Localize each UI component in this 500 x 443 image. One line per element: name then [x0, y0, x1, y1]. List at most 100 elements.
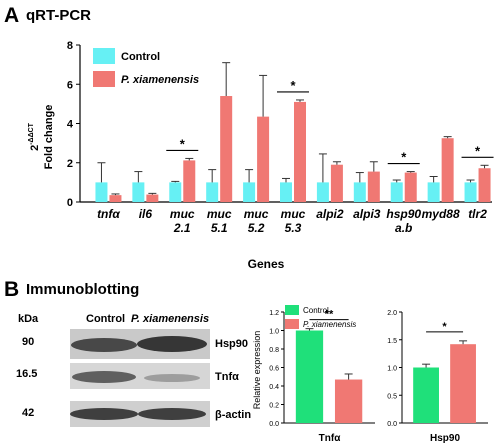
x-tick-label: muc	[281, 207, 306, 221]
y-tick-label: 0.6	[269, 366, 279, 373]
x-tick-label: a.b	[395, 221, 412, 235]
blot-band-treatment	[144, 374, 200, 382]
x-tick-label: 2.1	[173, 221, 191, 235]
legend-swatch	[93, 71, 115, 87]
x-tick-label: Hsp90	[430, 433, 460, 443]
y-tick-label: 1.2	[269, 310, 279, 317]
panel-a-title: qRT-PCR	[26, 7, 91, 24]
bar-control	[427, 182, 440, 202]
significance-label: *	[290, 78, 296, 93]
bar-control	[206, 182, 219, 202]
svg-text:Relative expression: Relative expression	[252, 331, 262, 410]
blot-treatment-header: P. xiamenensis	[131, 313, 209, 325]
significance-label: *	[442, 321, 447, 333]
legend-label: P. xiamenensis	[121, 74, 199, 86]
blot-band-control	[72, 371, 136, 383]
y-tick-label: 2.0	[387, 310, 397, 317]
svg-text:2-ΔΔCT: 2-ΔΔCT	[28, 122, 41, 151]
y-tick-label: 6	[67, 79, 73, 91]
bar-treatment	[404, 172, 417, 202]
blot-band-treatment	[138, 408, 206, 420]
y-tick-label: 1.0	[269, 329, 279, 336]
bar-control	[295, 330, 324, 423]
x-tick-label: 5.2	[248, 221, 265, 235]
panel-a-letter: A	[4, 4, 19, 27]
blot-band-control	[70, 408, 138, 420]
panel-b-letter: B	[4, 278, 19, 301]
x-tick-label: 5.3	[285, 221, 302, 235]
bar-treatment	[183, 160, 196, 202]
y-label-superscript: -ΔΔCT	[28, 122, 35, 144]
y-tick-label: 0.5	[387, 393, 397, 400]
x-tick-label: muc	[244, 207, 269, 221]
y-tick-label: 2	[67, 158, 73, 170]
y-tick-label: 0	[67, 197, 73, 209]
legend-label: P. xiamenensis	[303, 320, 356, 329]
significance-label: **	[325, 309, 334, 321]
legend-swatch	[285, 319, 299, 329]
y-tick-label: 1.0	[387, 366, 397, 373]
x-tick-label: hsp90	[386, 207, 421, 221]
y-tick-label: 1.5	[387, 338, 397, 345]
bar-treatment	[146, 194, 159, 202]
bar-treatment	[334, 379, 363, 423]
panel-b-y-axis-label: Relative expression	[252, 331, 262, 410]
blot-control-header: Control	[86, 313, 125, 325]
blot-protein-label: Tnfα	[215, 371, 239, 383]
blot-kda-value: 42	[22, 407, 34, 419]
panel-a-y-axis-label: 2-ΔΔCT Fold change	[28, 105, 55, 170]
x-tick-label: muc	[207, 207, 232, 221]
x-tick-label: muc	[170, 207, 195, 221]
blot-band-treatment	[137, 336, 207, 352]
y-tick-label: 0.0	[387, 421, 397, 428]
bar-control	[464, 182, 477, 202]
bar-control	[316, 182, 329, 202]
bar-control	[280, 182, 292, 202]
x-tick-label: 5.1	[211, 221, 228, 235]
bar-treatment	[294, 101, 306, 202]
bar-control	[243, 182, 256, 202]
blot-band-control	[71, 338, 137, 352]
x-tick-label: myd88	[422, 207, 460, 221]
blot-protein-label: Hsp90	[215, 338, 248, 350]
y-tick-label: 4	[67, 119, 74, 131]
y-label-fold-change: Fold change	[43, 105, 55, 170]
bar-treatment	[478, 168, 491, 202]
blot-row-hsp90: 90 Hsp90	[22, 329, 248, 359]
x-tick-label: tnfα	[97, 207, 120, 221]
bar-treatment	[220, 96, 233, 202]
blot-row-tnfa: 16.5 Tnfα	[16, 363, 239, 389]
blot-kda-value: 16.5	[16, 368, 37, 380]
x-tick-label: Tnfα	[319, 433, 342, 443]
x-tick-label: alpi2	[316, 207, 344, 221]
bar-control	[353, 182, 366, 202]
bar-control	[390, 182, 403, 202]
bar-control	[132, 182, 145, 202]
legend-label: Control	[303, 306, 329, 315]
hsp90-expression-chart: 0.0 0.5 1.0 1.5 2.0 * Hsp90	[387, 310, 488, 443]
legend-swatch	[285, 305, 299, 315]
bar-control	[95, 182, 108, 202]
significance-label: *	[401, 150, 407, 165]
panel-a-x-axis-label: Genes	[248, 257, 285, 271]
bar-treatment	[330, 164, 343, 202]
y-tick-label: 0.2	[269, 403, 279, 410]
significance-label: *	[475, 143, 481, 158]
panel-b-title: Immunoblotting	[26, 281, 139, 298]
y-tick-label: 0.8	[269, 347, 279, 354]
x-tick-label: tlr2	[468, 207, 487, 221]
tnfa-expression-chart: 0.0 0.2 0.4 0.6 0.8 1.0 1.2 ** Tnfα Control P. xia…	[269, 305, 375, 443]
legend-swatch	[93, 48, 115, 64]
x-tick-label: alpi3	[353, 207, 381, 221]
blot-row-beta-actin: 42 β-actin	[22, 401, 251, 427]
blot-kda-header: kDa	[18, 313, 39, 325]
x-tick-label: il6	[139, 207, 153, 221]
bar-treatment	[257, 116, 270, 202]
blot-kda-value: 90	[22, 336, 34, 348]
significance-label: *	[180, 136, 186, 151]
bar-control	[169, 182, 182, 202]
bar-control	[413, 367, 439, 423]
y-tick-label: 0.4	[269, 384, 279, 391]
